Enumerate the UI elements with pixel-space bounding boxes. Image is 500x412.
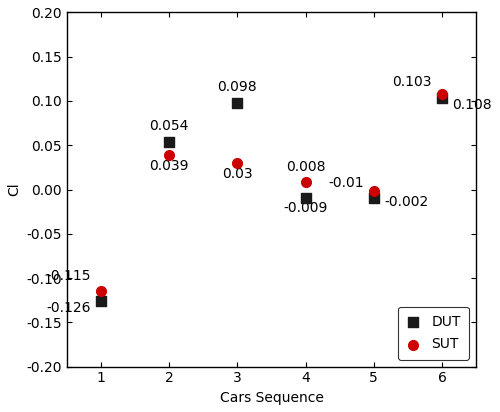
Text: -0.009: -0.009 bbox=[284, 201, 328, 215]
SUT bbox=[97, 288, 105, 295]
SUT bbox=[438, 91, 446, 97]
SUT bbox=[370, 188, 378, 194]
SUT bbox=[165, 152, 173, 158]
DUT bbox=[165, 138, 173, 145]
Text: 0.008: 0.008 bbox=[286, 159, 326, 173]
Text: -0.115: -0.115 bbox=[46, 269, 91, 283]
Text: -0.01: -0.01 bbox=[328, 176, 364, 190]
Legend: DUT, SUT: DUT, SUT bbox=[398, 307, 469, 360]
DUT bbox=[234, 99, 241, 106]
DUT bbox=[97, 298, 105, 304]
SUT bbox=[234, 160, 241, 166]
SUT bbox=[302, 179, 310, 186]
Text: 0.098: 0.098 bbox=[218, 80, 257, 94]
Text: 0.103: 0.103 bbox=[392, 75, 432, 89]
X-axis label: Cars Sequence: Cars Sequence bbox=[220, 391, 324, 405]
Y-axis label: Cl: Cl bbox=[7, 183, 21, 197]
DUT bbox=[302, 194, 310, 201]
Text: -0.126: -0.126 bbox=[46, 301, 91, 315]
Text: 0.039: 0.039 bbox=[150, 159, 189, 173]
DUT bbox=[370, 195, 378, 202]
Text: -0.002: -0.002 bbox=[384, 195, 428, 209]
Text: 0.054: 0.054 bbox=[150, 119, 189, 133]
Text: 0.03: 0.03 bbox=[222, 167, 252, 181]
DUT bbox=[438, 95, 446, 102]
Text: 0.108: 0.108 bbox=[452, 98, 492, 112]
